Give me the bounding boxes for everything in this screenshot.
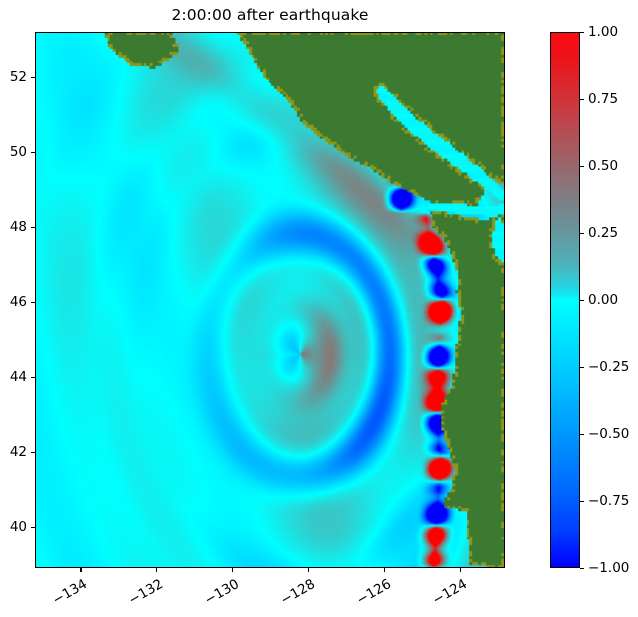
colorbar-tick-label: 0.50 [588, 158, 619, 174]
x-tick-mark [383, 568, 385, 572]
colorbar-tick-mark [580, 233, 584, 235]
colorbar-tick-mark [580, 568, 584, 570]
x-tick-label: −130 [201, 576, 243, 609]
x-tick-label: −134 [50, 576, 91, 609]
colorbar-tick-mark [580, 300, 584, 302]
colorbar[interactable] [550, 32, 580, 568]
colorbar-tick-label: −0.75 [588, 493, 630, 509]
y-tick-label: 48 [9, 218, 27, 235]
colorbar-tick-label: 0.00 [588, 292, 619, 308]
x-tick-mark [459, 568, 461, 572]
y-tick-label: 52 [9, 68, 27, 85]
y-tick-label: 42 [9, 443, 27, 460]
y-tick-label: 44 [9, 368, 27, 385]
x-tick-label: −128 [277, 576, 318, 609]
y-tick-label: 40 [9, 518, 27, 535]
colorbar-tick-mark [580, 166, 584, 168]
y-tick-mark [31, 226, 35, 228]
x-tick-label: −132 [126, 576, 167, 609]
colorbar-tick-label: −0.25 [588, 359, 630, 375]
x-tick-label: −126 [353, 576, 394, 609]
y-tick-mark [31, 376, 35, 378]
x-tick-label: −124 [429, 576, 470, 609]
y-tick-mark [31, 151, 35, 154]
colorbar-tick-label: 0.25 [588, 225, 619, 241]
y-tick-mark [31, 76, 35, 79]
y-tick-label: 46 [9, 293, 27, 310]
colorbar-tick-label: −0.50 [588, 426, 630, 442]
colorbar-tick-label: 0.75 [588, 91, 619, 107]
map-plot-area[interactable] [35, 32, 505, 568]
colorbar-tick-mark [580, 367, 584, 369]
y-tick-mark [31, 526, 35, 528]
page-title: 2:00:00 after earthquake [171, 6, 369, 24]
x-axis: −134 −132 −130 −128 −126 −124 [0, 568, 638, 617]
tsunami-heatmap [36, 33, 504, 567]
colorbar-tick-mark [580, 434, 584, 436]
y-tick-label: 50 [9, 143, 27, 160]
colorbar-tick-label: 1.00 [588, 24, 619, 40]
y-axis: 52 50 48 46 44 42 40 [0, 0, 35, 617]
y-tick-mark [31, 301, 35, 303]
x-tick-mark [80, 568, 82, 572]
x-tick-mark [156, 568, 158, 572]
colorbar-tick-mark [580, 99, 584, 101]
x-tick-mark [307, 568, 309, 572]
colorbar-tick-mark [580, 501, 584, 503]
colorbar-tick-mark [580, 32, 584, 34]
x-tick-mark [232, 568, 234, 572]
colorbar-tick-label: −1.00 [588, 560, 630, 576]
y-tick-mark [31, 451, 35, 453]
